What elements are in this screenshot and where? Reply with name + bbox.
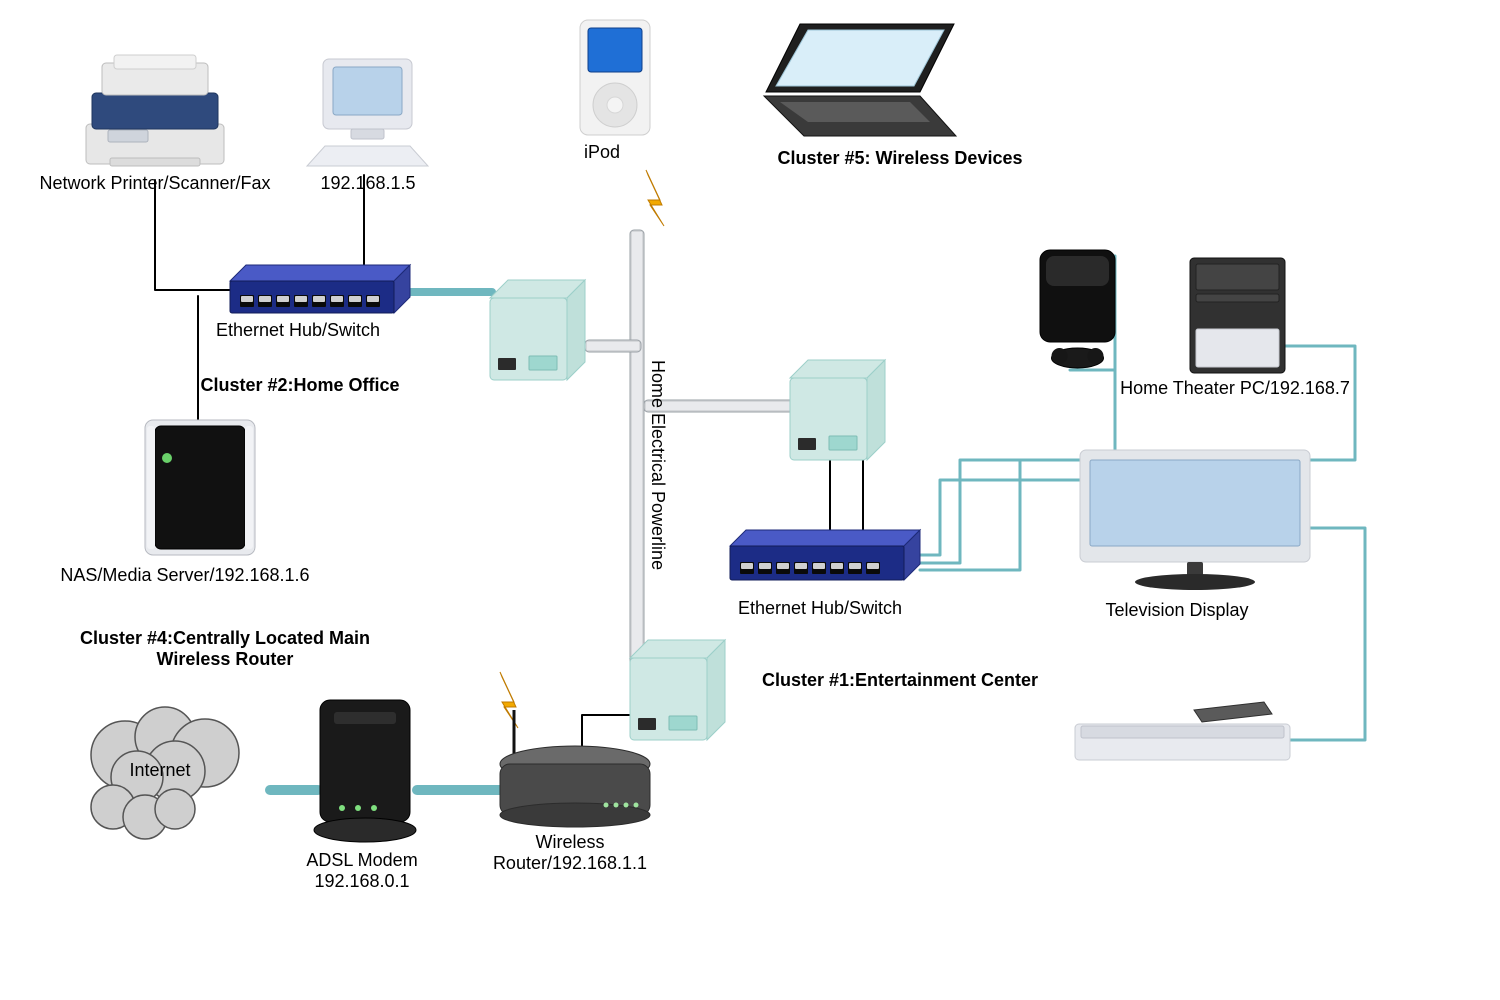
cluster4_label: Cluster #4:Centrally Located Main Wirele… — [45, 628, 405, 670]
pc_office_label: 192.168.1.5 — [308, 173, 428, 194]
modem_label: ADSL Modem 192.168.0.1 — [262, 850, 462, 892]
switch2_label: Ethernet Hub/Switch — [198, 320, 398, 341]
switch1_label: Ethernet Hub/Switch — [710, 598, 930, 619]
powerline_label: Home Electrical Powerline — [647, 360, 668, 570]
ipod_label: iPod — [562, 142, 642, 163]
cluster5_label: Cluster #5: Wireless Devices — [750, 148, 1050, 169]
cluster1_label: Cluster #1:Entertainment Center — [730, 670, 1070, 691]
cluster2_label: Cluster #2:Home Office — [170, 375, 430, 396]
tv_label: Television Display — [1067, 600, 1287, 621]
nas_label: NAS/Media Server/192.168.1.6 — [25, 565, 345, 586]
internet_label: Internet — [100, 760, 220, 781]
wrouter_label: Wireless Router/192.168.1.1 — [450, 832, 690, 874]
htpc_label: Home Theater PC/192.168.7 — [1085, 378, 1385, 399]
printer_label: Network Printer/Scanner/Fax — [5, 173, 305, 194]
